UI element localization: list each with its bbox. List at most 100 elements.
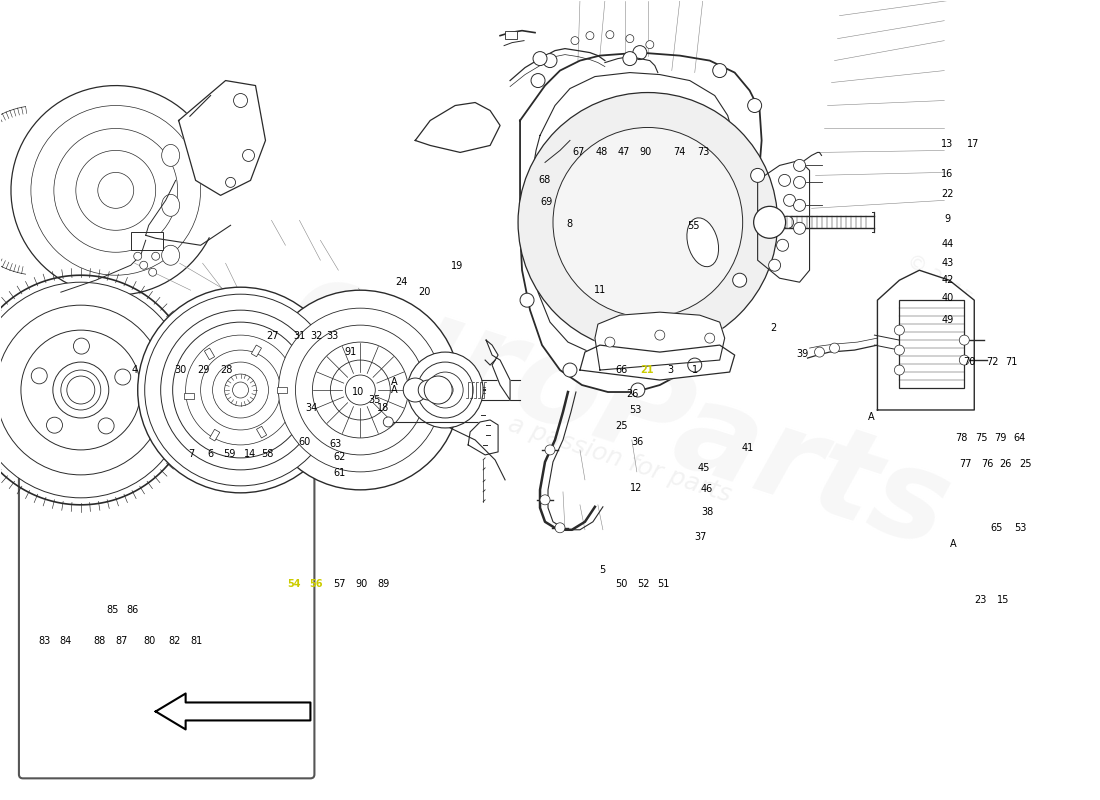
Circle shape <box>200 350 280 430</box>
Circle shape <box>829 343 839 353</box>
Circle shape <box>959 355 969 365</box>
Circle shape <box>544 445 556 455</box>
Bar <box>505 30 517 38</box>
Ellipse shape <box>162 246 179 266</box>
Circle shape <box>0 305 166 475</box>
Bar <box>184 393 194 399</box>
Text: 26: 26 <box>626 390 638 399</box>
Circle shape <box>783 194 795 206</box>
Text: 39: 39 <box>796 349 808 358</box>
Circle shape <box>733 274 747 287</box>
Circle shape <box>586 32 594 40</box>
Text: 90: 90 <box>355 578 367 589</box>
Circle shape <box>312 342 408 438</box>
Circle shape <box>705 333 715 343</box>
Circle shape <box>563 363 578 377</box>
Text: 24: 24 <box>396 277 408 287</box>
FancyBboxPatch shape <box>900 300 965 388</box>
Ellipse shape <box>162 145 179 166</box>
Text: 62: 62 <box>333 453 345 462</box>
FancyBboxPatch shape <box>19 451 315 778</box>
Circle shape <box>894 325 904 335</box>
Circle shape <box>793 159 805 171</box>
Circle shape <box>571 37 579 45</box>
Circle shape <box>134 252 142 260</box>
Text: 37: 37 <box>694 532 706 542</box>
Circle shape <box>959 335 969 345</box>
Text: 40: 40 <box>942 293 954 302</box>
Text: 12: 12 <box>629 483 641 493</box>
Circle shape <box>148 268 156 276</box>
Text: 10: 10 <box>352 387 364 397</box>
Circle shape <box>754 206 785 238</box>
Polygon shape <box>878 270 975 410</box>
Text: 56: 56 <box>309 578 323 589</box>
Text: 86: 86 <box>126 605 139 615</box>
Text: 88: 88 <box>94 636 106 646</box>
Circle shape <box>556 522 565 533</box>
Ellipse shape <box>162 194 179 216</box>
Text: 66: 66 <box>615 366 627 375</box>
Text: 68: 68 <box>538 175 551 186</box>
Text: 49: 49 <box>942 315 954 325</box>
Circle shape <box>145 294 337 486</box>
Circle shape <box>626 34 634 42</box>
Circle shape <box>713 63 727 78</box>
Circle shape <box>894 345 904 355</box>
Circle shape <box>646 41 653 49</box>
Text: 67: 67 <box>572 147 585 158</box>
Text: 28: 28 <box>220 366 232 375</box>
Text: 83: 83 <box>39 636 51 646</box>
Circle shape <box>404 378 427 402</box>
Polygon shape <box>580 345 735 380</box>
Text: 60: 60 <box>298 437 310 446</box>
Text: 43: 43 <box>942 258 954 268</box>
Circle shape <box>345 375 375 405</box>
Circle shape <box>0 282 188 498</box>
Circle shape <box>518 93 778 352</box>
Circle shape <box>212 362 268 418</box>
Text: 33: 33 <box>327 331 339 341</box>
Text: 45: 45 <box>697 463 710 473</box>
Circle shape <box>654 330 664 340</box>
Text: 65: 65 <box>991 522 1003 533</box>
Text: 81: 81 <box>190 636 202 646</box>
Polygon shape <box>156 694 310 730</box>
Text: 46: 46 <box>701 485 713 494</box>
Circle shape <box>233 94 248 107</box>
Circle shape <box>31 106 200 275</box>
Text: 90: 90 <box>639 147 651 158</box>
Circle shape <box>779 174 791 186</box>
Circle shape <box>46 417 63 433</box>
Polygon shape <box>520 53 761 392</box>
Circle shape <box>53 362 109 418</box>
Text: 36: 36 <box>631 437 644 446</box>
Text: 69: 69 <box>540 197 553 207</box>
Circle shape <box>114 369 131 385</box>
Text: 29: 29 <box>197 366 209 375</box>
Bar <box>251 345 262 357</box>
Text: 50: 50 <box>615 578 628 589</box>
Text: 78: 78 <box>956 434 968 443</box>
Polygon shape <box>178 81 265 195</box>
Circle shape <box>76 150 156 230</box>
Circle shape <box>278 308 442 472</box>
Circle shape <box>98 418 114 434</box>
Circle shape <box>417 362 473 418</box>
Circle shape <box>688 358 702 372</box>
Text: 35: 35 <box>368 395 381 405</box>
Circle shape <box>330 360 390 420</box>
Ellipse shape <box>686 218 718 266</box>
Text: 53: 53 <box>1014 522 1026 533</box>
Circle shape <box>748 98 761 113</box>
Text: 22: 22 <box>942 189 954 199</box>
Bar <box>210 430 220 441</box>
Text: 41: 41 <box>741 443 754 453</box>
Text: 54: 54 <box>287 578 301 589</box>
Text: 72: 72 <box>987 357 999 366</box>
Text: 25: 25 <box>615 421 628 430</box>
Text: A: A <box>949 538 956 549</box>
Text: 15: 15 <box>998 594 1010 605</box>
Text: A: A <box>868 412 875 422</box>
Text: 59: 59 <box>223 450 235 459</box>
